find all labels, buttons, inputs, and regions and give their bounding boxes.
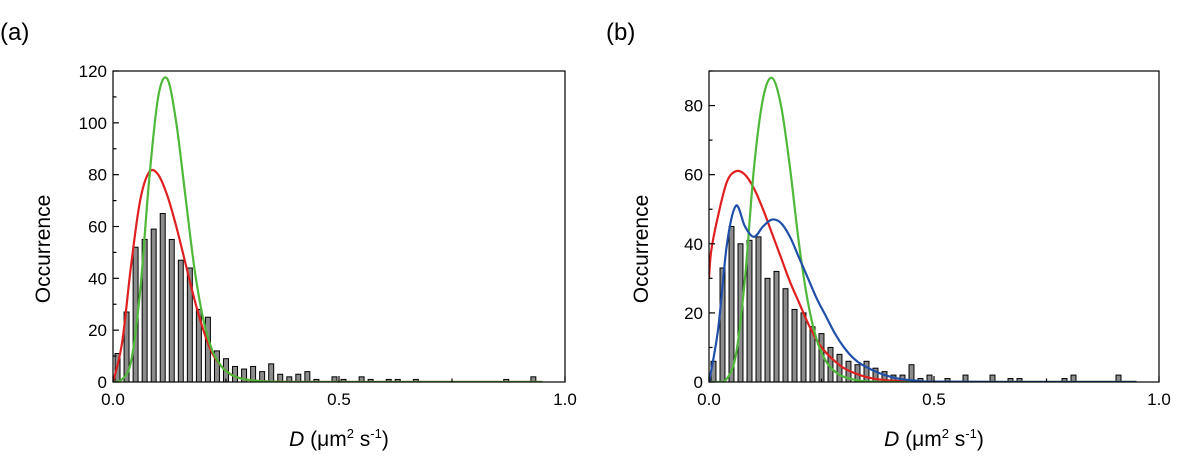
panel-b-x-tick-label: 0.0 xyxy=(697,390,721,409)
panel-a-xlabel-mu: μm xyxy=(317,428,347,451)
panel-b-bar xyxy=(755,236,762,383)
panel-b-bar xyxy=(800,312,807,383)
panel-a-xlabel-close: ) xyxy=(382,428,389,451)
panel-a-ylabel: Occurrence xyxy=(32,195,55,304)
panel-b-xlabel-sup2: 2 xyxy=(942,426,949,441)
panel-b-curves xyxy=(709,76,1137,382)
panel-a-bars xyxy=(114,213,537,383)
panel-b-curve-green xyxy=(709,76,1137,382)
panel-a-bar xyxy=(268,363,275,383)
panel-b: (b) Occurrence D (μm2 s-1) 0.0 0.5 1.0 0 20 4… xyxy=(606,19,1171,451)
panel-a-y-tick-label: 100 xyxy=(79,114,107,133)
panel-a-curves xyxy=(113,76,543,382)
panel-b-bar xyxy=(728,226,735,383)
panel-a-bar xyxy=(295,373,302,383)
panel-b-bar xyxy=(791,308,798,383)
panel-a-x-tick-label: 0.5 xyxy=(327,390,351,409)
panel-b-xlabel-open: ( xyxy=(899,428,912,451)
panel-b-xlabel-supm1: -1 xyxy=(965,426,977,441)
panel-a-y-tick-label: 60 xyxy=(88,218,107,237)
panel-b-bar xyxy=(863,360,870,383)
panel-a-bar xyxy=(304,371,311,383)
panel-b-xlabel-close: ) xyxy=(977,428,984,451)
panel-b-bar xyxy=(782,288,789,383)
panel-a-bar xyxy=(232,365,239,383)
panel-b-label: (b) xyxy=(606,19,635,46)
panel-b-x-tick-label: 1.0 xyxy=(1147,390,1171,409)
panel-b-bar xyxy=(746,239,753,383)
panel-a-curve-red xyxy=(113,168,543,382)
panel-a-label: (a) xyxy=(0,19,29,46)
panel-b-y-tick-label: 60 xyxy=(684,166,703,185)
panel-a-x-tick-label: 1.0 xyxy=(553,390,577,409)
panel-b-xlabel-mu: μm xyxy=(912,428,942,451)
panel-a-bar xyxy=(159,213,166,383)
panel-a-y-tick-label: 40 xyxy=(88,269,107,288)
panel-b-y-tick-label: 40 xyxy=(684,235,703,254)
panel-a-y-tick-label: 120 xyxy=(79,62,107,81)
panel-a-xlabel-supm1: -1 xyxy=(370,426,382,441)
panel-a-xlabel-open: ( xyxy=(304,428,317,451)
panel-a-x-tick-label: 0.0 xyxy=(101,390,125,409)
panel-b-x-tick-label: 0.5 xyxy=(922,390,946,409)
panel-b-bar xyxy=(836,353,843,383)
panel-b-bars xyxy=(710,226,1122,383)
panel-a-y-tick-label: 20 xyxy=(88,321,107,340)
panel-b-curve-red xyxy=(709,169,1137,382)
panel-b-y-tick-label: 0 xyxy=(694,373,703,392)
panel-a-xlabel: D (μm2 s-1) xyxy=(289,426,389,451)
panel-a-xlabel-sup2: 2 xyxy=(347,426,354,441)
panel-b-xlabel-var: D xyxy=(884,428,899,451)
panel-a-xlabel-var: D xyxy=(289,428,304,451)
panel-b-xlabel-s: s xyxy=(949,428,965,451)
panel-a-y-tick-label: 0 xyxy=(98,373,107,392)
panel-a-bar xyxy=(150,228,157,383)
panel-a: (a) Occurrence D (μm2 s-1) 0.0 0.5 1.0 0 20 4… xyxy=(0,19,577,451)
panel-b-y-tick-label: 80 xyxy=(684,97,703,116)
panel-b-bar xyxy=(773,270,780,383)
panel-a-bar xyxy=(177,259,184,383)
panel-a-y-tick-label: 80 xyxy=(88,166,107,185)
panel-b-y-tick-label: 20 xyxy=(684,304,703,323)
panel-b-xlabel: D (μm2 s-1) xyxy=(884,426,984,451)
panel-b-bar xyxy=(764,277,771,383)
panel-b-curve-blue xyxy=(709,204,1137,382)
panel-a-bar xyxy=(168,238,175,383)
panel-a-xlabel-s: s xyxy=(354,428,370,451)
panel-b-ylabel: Occurrence xyxy=(630,195,653,304)
